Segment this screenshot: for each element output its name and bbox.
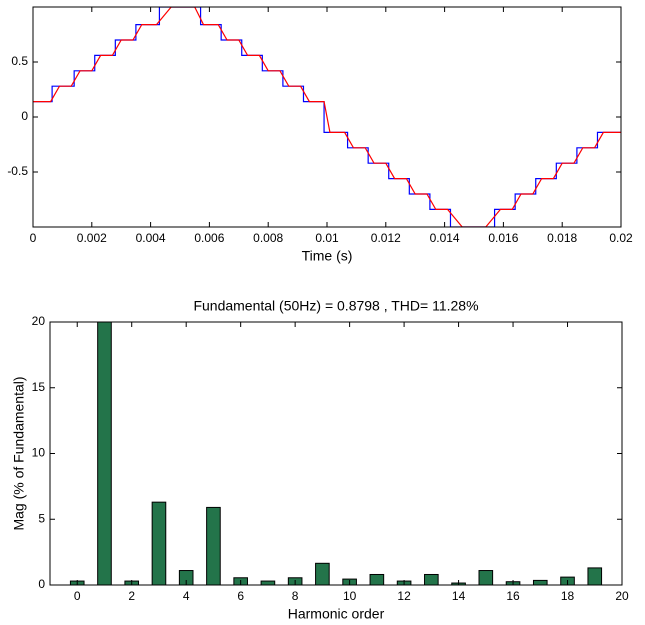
- bar: [478, 570, 494, 585]
- y-tick-label: 20: [32, 314, 46, 328]
- line-series: [33, 7, 621, 227]
- x-tick-label: 14: [452, 589, 466, 603]
- x-tick-label: 6: [237, 589, 244, 603]
- x-axis-label: Harmonic order: [288, 606, 385, 622]
- plot-area: [33, 7, 621, 227]
- x-tick-label: 0: [74, 589, 81, 603]
- y-axis-label: Mag (% of Fundamental): [11, 376, 27, 530]
- y-tick-label: 10: [32, 446, 46, 460]
- x-tick-label: 0.008: [253, 231, 283, 245]
- y-tick-label: 5: [38, 511, 45, 525]
- x-tick-label: 0.016: [488, 231, 518, 245]
- x-tick-label: 0: [30, 231, 37, 245]
- x-tick-label: 0.01: [315, 231, 339, 245]
- bar: [151, 501, 167, 585]
- y-tick-label: 15: [32, 380, 46, 394]
- x-tick-label: 12: [397, 589, 411, 603]
- plot-background: [50, 322, 622, 585]
- bar: [369, 573, 385, 585]
- y-tick-label: -0.5: [7, 164, 28, 178]
- plot-area: [50, 322, 622, 585]
- x-tick-label: 4: [183, 589, 190, 603]
- y-tick-label: 0: [38, 577, 45, 591]
- bar: [587, 567, 603, 585]
- x-tick-label: 0.004: [136, 231, 166, 245]
- bar: [315, 562, 330, 585]
- bar: [206, 506, 221, 585]
- bar: [532, 579, 548, 585]
- x-tick-label: 8: [292, 589, 299, 603]
- x-tick-label: 18: [561, 589, 575, 603]
- x-tick-label: 0.02: [609, 231, 633, 245]
- x-tick-label: 0.012: [371, 231, 401, 245]
- x-tick-label: 0.014: [430, 231, 460, 245]
- x-tick-label: 2: [128, 589, 135, 603]
- y-tick-label: 0: [21, 109, 28, 123]
- x-tick-label: 20: [615, 589, 629, 603]
- x-tick-label: 16: [506, 589, 520, 603]
- x-tick-label: 0.018: [547, 231, 577, 245]
- bar: [424, 573, 439, 585]
- x-tick-label: 0.002: [77, 231, 107, 245]
- bar: [260, 580, 276, 585]
- x-tick-label: 10: [343, 589, 357, 603]
- y-tick-label: 0.5: [11, 54, 28, 68]
- bar: [97, 322, 112, 585]
- chart-title: Fundamental (50Hz) = 0.8798 , THD= 11.28…: [193, 298, 478, 314]
- x-tick-label: 0.006: [194, 231, 224, 245]
- x-axis-label: Time (s): [302, 248, 353, 264]
